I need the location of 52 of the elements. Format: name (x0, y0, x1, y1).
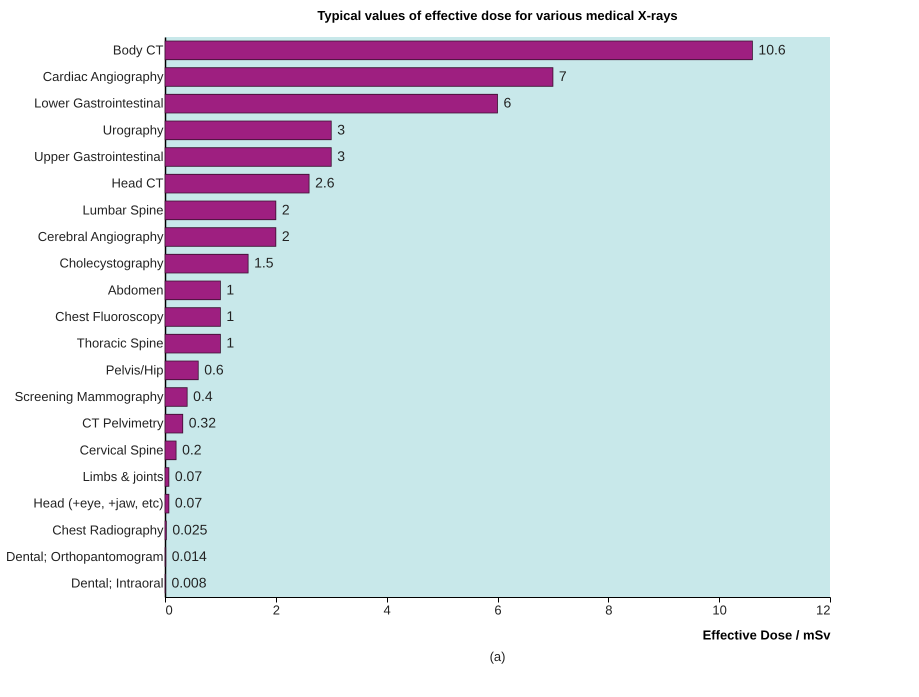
y-tick-label: Cervical Spine (80, 442, 164, 458)
y-tick-label: Screening Mammography (14, 389, 164, 404)
data-label: 0.025 (172, 521, 208, 538)
x-tick-label: 2 (272, 602, 280, 618)
text: (a) (490, 649, 506, 664)
data-label: 7 (558, 68, 567, 84)
data-label: 0.014 (172, 548, 208, 564)
x-tick-label: 10 (712, 602, 727, 618)
x-tick-label: 0 (166, 602, 173, 618)
x-tick-label: 12 (816, 602, 830, 618)
y-tick-label: Upper Gastrointestinal (34, 149, 164, 164)
y-tick-label: Cholecystography (59, 256, 164, 271)
x-tick-label: 6 (494, 602, 502, 618)
data-label: 0.6 (204, 361, 224, 378)
y-tick-label: CT Pelvimetry (82, 416, 164, 431)
data-label: 1 (226, 334, 234, 351)
data-label: 1.5 (254, 254, 274, 271)
data-label: 2.6 (315, 174, 335, 191)
y-tick-label: Head CT (111, 176, 164, 191)
y-tick-label: Pelvis/Hip (106, 362, 164, 378)
y-tick-label: Body CT (112, 42, 164, 58)
data-label: 2 (282, 228, 290, 244)
data-label: 3 (337, 121, 346, 138)
data-label: 6 (504, 94, 512, 111)
x-tick-label: 8 (605, 602, 612, 618)
y-tick-label: Dental; Orthopantomogram (6, 549, 164, 564)
data-label: 0.4 (193, 388, 213, 404)
y-tick-label: Chest Fluoroscopy (55, 309, 164, 324)
y-tick-label: Cardiac Angiography (42, 69, 164, 84)
data-label: 0.07 (174, 468, 202, 484)
y-tick-label: Abdomen (108, 282, 164, 298)
data-label: 1 (226, 281, 234, 298)
data-label: 10.6 (758, 41, 786, 58)
data-label: 0.07 (174, 494, 202, 511)
data-label: 0.2 (182, 441, 202, 458)
x-axis-title: Effective Dose / mSv (702, 628, 832, 642)
x-tick-label: 4 (384, 602, 391, 618)
y-tick-label: Lower Gastrointestinal (34, 96, 164, 111)
data-label: 0.008 (171, 574, 207, 591)
chart-title: Typical values of effective dose for various medical X-rays (317, 8, 678, 23)
data-label: 3 (337, 148, 346, 164)
y-tick-label: Lumbar Spine (82, 202, 164, 218)
data-label: 0.32 (188, 414, 216, 431)
y-tick-label: Urography (102, 122, 164, 138)
data-label: 2 (282, 201, 290, 218)
y-tick-label: Limbs & joints (82, 469, 164, 484)
y-tick-label: Dental; Intraoral (71, 576, 164, 591)
y-tick-label: Chest Radiography (52, 522, 164, 538)
y-tick-label: Thoracic Spine (76, 336, 164, 351)
data-label: 1 (226, 308, 234, 324)
y-tick-label: Head (+eye, +jaw, etc) (33, 496, 164, 511)
y-tick-label: Cerebral Angiography (38, 229, 164, 244)
